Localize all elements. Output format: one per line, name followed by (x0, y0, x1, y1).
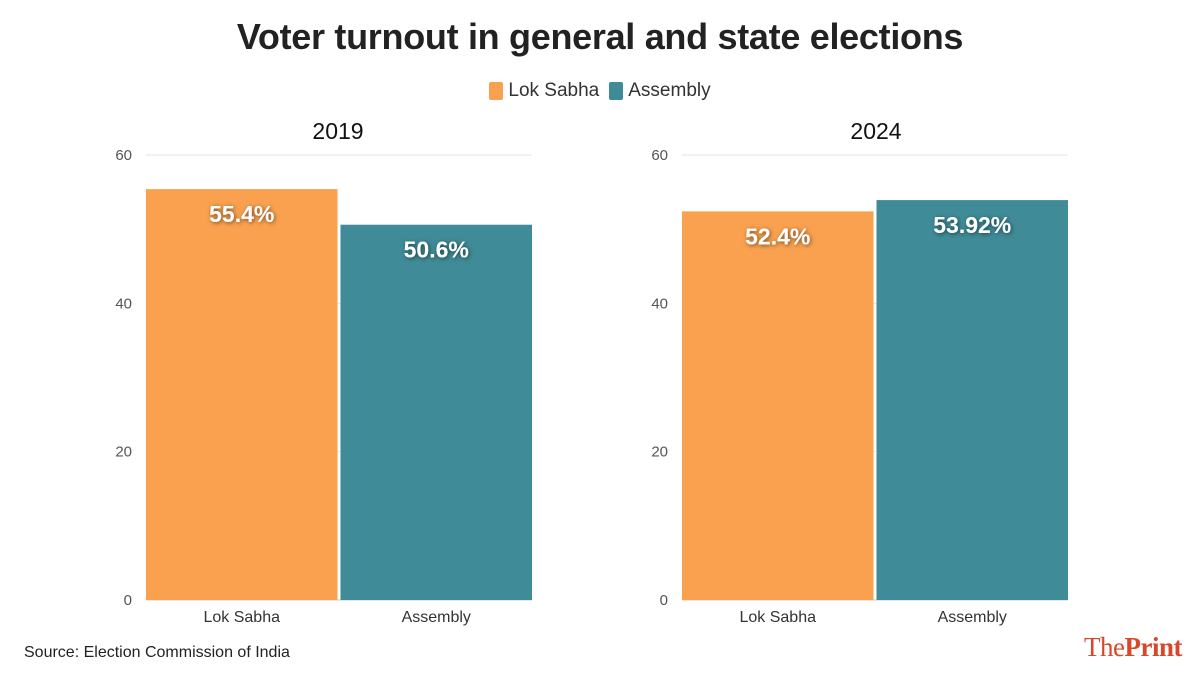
legend-label-assembly: Assembly (628, 80, 711, 101)
y-tick-label-2019-20: 20 (115, 444, 132, 461)
data-label-2019-assembly: 50.6% (404, 237, 469, 263)
y-tick-label-2024-0: 0 (660, 592, 668, 609)
panel-title-2024: 2024 (850, 118, 902, 144)
legend-item-assembly: Assembly (609, 80, 711, 102)
bar-2024-lok-sabha (682, 211, 874, 600)
brand-logo: ThePrint (1084, 632, 1182, 663)
legend-item-lok-sabha: Lok Sabha (489, 80, 599, 102)
y-tick-label-2024-40: 40 (651, 295, 668, 312)
legend-swatch-assembly (609, 82, 624, 100)
source-note: Source: Election Commission of India (24, 644, 290, 661)
y-tick-label-2024-20: 20 (651, 444, 668, 461)
panel-title-2019: 2019 (312, 118, 364, 144)
y-tick-label-2024-60: 60 (651, 147, 668, 164)
y-tick-label-2019-60: 60 (115, 147, 132, 164)
legend: Lok Sabha Assembly (0, 80, 1200, 102)
data-label-2024-lok-sabha: 52.4% (745, 223, 810, 249)
x-tick-label-2019-lok-sabha: Lok Sabha (203, 609, 280, 626)
brand-part1: The (1084, 632, 1125, 662)
bar-2019-lok-sabha (146, 189, 338, 600)
y-tick-label-2019-40: 40 (115, 295, 132, 312)
x-tick-label-2024-assembly: Assembly (938, 609, 1007, 626)
bar-2024-assembly (876, 200, 1068, 601)
data-label-2024-assembly: 53.92% (933, 212, 1011, 238)
legend-swatch-lok-sabha (489, 82, 504, 100)
data-label-2019-lok-sabha: 55.4% (209, 201, 274, 227)
x-tick-label-2019-assembly: Assembly (402, 609, 471, 626)
x-tick-label-2024-lok-sabha: Lok Sabha (739, 609, 816, 626)
legend-label-lok-sabha: Lok Sabha (508, 80, 600, 101)
chart-title: Voter turnout in general and state elect… (236, 16, 964, 57)
brand-part2: Print (1124, 632, 1182, 662)
bar-2019-assembly (340, 224, 532, 600)
y-tick-label-2019-0: 0 (124, 592, 132, 609)
